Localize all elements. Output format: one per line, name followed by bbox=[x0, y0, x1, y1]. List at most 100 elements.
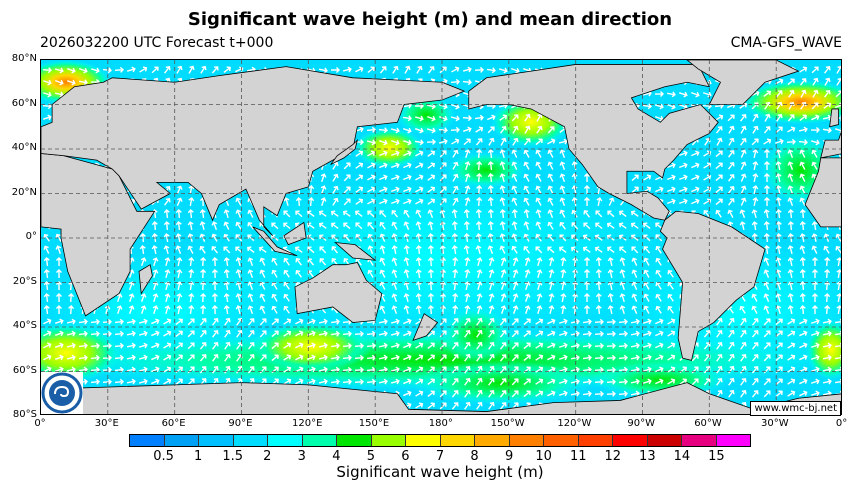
direction-arrow bbox=[355, 210, 363, 218]
direction-arrow bbox=[464, 317, 471, 326]
direction-arrow bbox=[535, 149, 542, 158]
direction-arrow bbox=[403, 293, 410, 303]
direction-arrow bbox=[152, 269, 159, 279]
direction-arrow bbox=[176, 305, 183, 315]
direction-arrow bbox=[128, 305, 135, 314]
direction-arrow bbox=[151, 354, 160, 361]
direction-arrow bbox=[271, 257, 278, 266]
direction-arrow bbox=[66, 67, 76, 74]
new-zealand bbox=[412, 313, 439, 341]
direction-arrow bbox=[799, 390, 808, 397]
direction-arrow bbox=[655, 378, 664, 385]
lon-label: 30°E bbox=[94, 418, 119, 429]
direction-arrow bbox=[630, 390, 640, 397]
direction-arrow bbox=[559, 185, 566, 194]
direction-arrow bbox=[570, 342, 580, 349]
direction-arrow bbox=[318, 222, 327, 229]
direction-arrow bbox=[379, 257, 386, 266]
direction-arrow bbox=[535, 209, 542, 219]
direction-arrow bbox=[355, 150, 364, 157]
direction-arrow bbox=[606, 366, 616, 373]
direction-arrow bbox=[440, 269, 447, 279]
colorbar-tick: 6 bbox=[401, 449, 410, 464]
direction-arrow bbox=[211, 246, 219, 254]
direction-arrow bbox=[799, 257, 806, 267]
direction-arrow bbox=[224, 353, 231, 362]
direction-arrow bbox=[812, 89, 819, 98]
direction-arrow bbox=[464, 149, 471, 159]
direction-arrow bbox=[402, 139, 412, 146]
direction-arrow bbox=[427, 354, 435, 362]
direction-arrow bbox=[440, 281, 447, 291]
direction-arrow bbox=[607, 281, 614, 291]
direction-arrow bbox=[739, 221, 746, 231]
direction-arrow bbox=[343, 162, 351, 170]
direction-arrow bbox=[619, 257, 626, 267]
direction-arrow bbox=[511, 161, 518, 170]
direction-arrow bbox=[235, 257, 242, 267]
direction-arrow bbox=[559, 197, 566, 206]
direction-arrow bbox=[366, 378, 376, 385]
direction-arrow bbox=[366, 342, 376, 349]
direction-arrow bbox=[330, 378, 340, 385]
direction-arrow bbox=[630, 342, 640, 349]
direction-arrow bbox=[715, 162, 723, 170]
direction-arrow bbox=[318, 210, 327, 217]
direction-arrow bbox=[702, 91, 712, 98]
direction-arrow bbox=[642, 342, 652, 349]
direction-arrow bbox=[499, 197, 506, 207]
direction-arrow bbox=[822, 366, 832, 373]
direction-arrow bbox=[427, 257, 434, 267]
direction-arrow bbox=[259, 269, 266, 278]
direction-arrow bbox=[452, 281, 459, 291]
colorbar-tick: 2 bbox=[263, 449, 272, 464]
direction-arrow bbox=[391, 162, 400, 169]
direction-arrow bbox=[631, 269, 638, 278]
direction-arrow bbox=[810, 139, 820, 146]
direction-arrow bbox=[126, 354, 136, 361]
direction-arrow bbox=[319, 258, 327, 266]
direction-arrow bbox=[116, 293, 123, 303]
colorbar-segment bbox=[578, 435, 613, 446]
direction-arrow bbox=[619, 269, 626, 279]
lon-label: 90°E bbox=[228, 418, 253, 429]
direction-arrow bbox=[810, 342, 820, 349]
direction-arrow bbox=[630, 354, 640, 361]
direction-arrow bbox=[295, 246, 303, 254]
direction-arrow bbox=[834, 318, 841, 325]
direction-arrow bbox=[655, 257, 662, 266]
direction-arrow bbox=[787, 342, 796, 349]
direction-arrow bbox=[596, 197, 603, 207]
direction-arrow bbox=[775, 354, 783, 362]
direction-arrow bbox=[451, 330, 459, 338]
direction-arrow bbox=[415, 150, 424, 157]
direction-arrow bbox=[391, 198, 400, 205]
direction-arrow bbox=[199, 318, 207, 326]
direction-arrow bbox=[66, 354, 76, 361]
uk bbox=[829, 108, 839, 128]
colorbar-segment bbox=[199, 435, 234, 446]
direction-arrow bbox=[799, 185, 806, 194]
direction-arrow bbox=[390, 366, 400, 373]
direction-arrow bbox=[235, 305, 242, 315]
direction-arrow bbox=[558, 342, 568, 349]
direction-arrow bbox=[164, 293, 171, 303]
direction-arrow bbox=[403, 198, 412, 205]
direction-arrow bbox=[487, 209, 494, 219]
direction-arrow bbox=[283, 318, 292, 325]
direction-arrow bbox=[727, 174, 735, 182]
direction-arrow bbox=[212, 342, 219, 350]
direction-arrow bbox=[200, 305, 207, 315]
direction-arrow bbox=[787, 209, 794, 219]
borneo bbox=[283, 221, 307, 246]
direction-arrow bbox=[164, 269, 171, 279]
direction-arrow bbox=[451, 103, 460, 110]
direction-arrow bbox=[679, 378, 687, 386]
direction-arrow bbox=[728, 377, 735, 386]
direction-arrow bbox=[163, 318, 172, 325]
lon-label: 60°W bbox=[694, 418, 722, 429]
direction-arrow bbox=[798, 139, 808, 146]
south-america bbox=[659, 210, 766, 361]
direction-arrow bbox=[451, 402, 459, 410]
direction-arrow bbox=[487, 161, 494, 171]
